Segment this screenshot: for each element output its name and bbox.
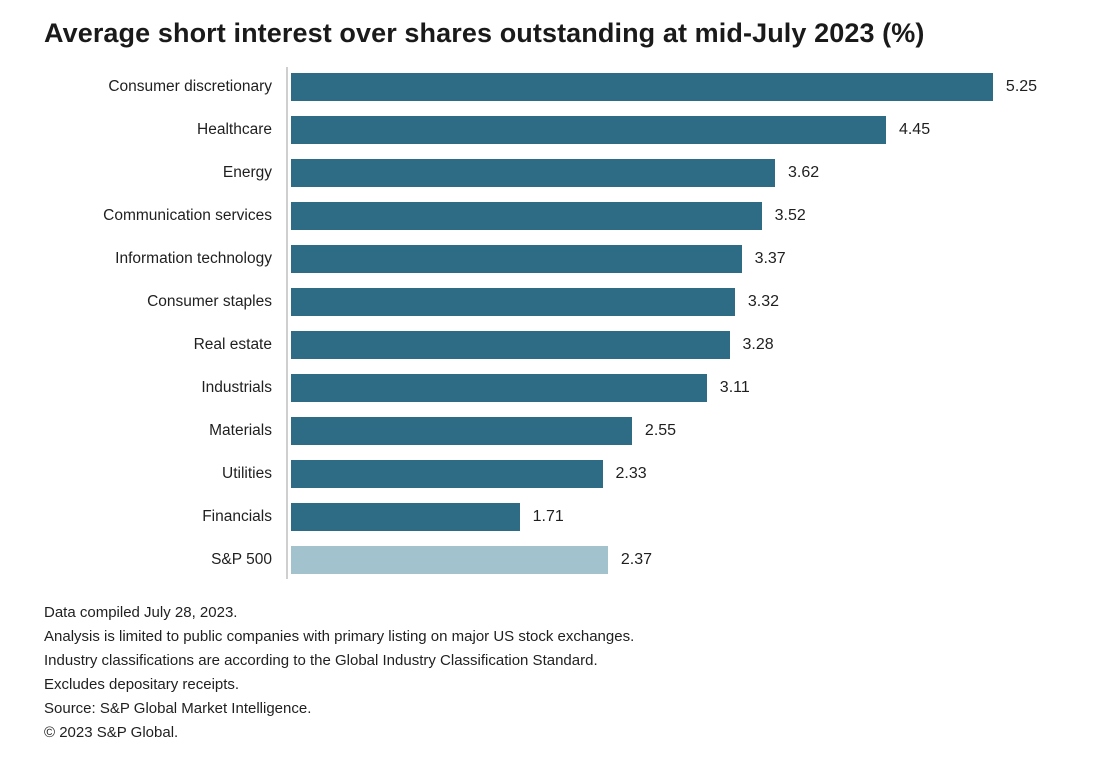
- bar-row: Healthcare 4.45: [44, 108, 1074, 151]
- bar: [291, 201, 762, 230]
- bar-row: Financials 1.71: [44, 495, 1074, 538]
- footnote-excludes: Excludes depositary receipts.: [44, 676, 240, 693]
- category-label: Healthcare: [197, 120, 272, 138]
- value-label: 3.11: [719, 378, 750, 396]
- value-label: 4.45: [898, 120, 931, 138]
- footnote-compiled: Data compiled July 28, 2023.: [44, 604, 238, 621]
- value-label: 3.62: [787, 163, 820, 181]
- value-label: 3.52: [774, 206, 806, 224]
- category-label: Industrials: [201, 378, 272, 396]
- category-label: Financials: [202, 507, 272, 525]
- category-label: Utilities: [222, 464, 272, 482]
- value-label: 2.55: [644, 421, 677, 439]
- bar: [291, 158, 775, 187]
- bar: [291, 459, 603, 488]
- bar: [291, 373, 707, 402]
- bar-track: 4.45: [288, 115, 1074, 144]
- bar-track: 1.71: [288, 502, 1074, 531]
- bar: [291, 416, 632, 445]
- footnote-analysis: Analysis is limited to public companies …: [44, 628, 635, 645]
- bar-track: 2.55: [288, 416, 1074, 445]
- bar: [291, 330, 730, 359]
- footnote-copyright: © 2023 S&P Global.: [44, 724, 179, 741]
- bar: [291, 244, 742, 273]
- value-label: 1.71: [532, 507, 564, 525]
- category-label: Consumer staples: [147, 292, 272, 310]
- bar-row: Materials 2.55: [44, 409, 1074, 452]
- category-label: Information technology: [115, 249, 272, 267]
- value-label: 3.28: [742, 335, 774, 353]
- bar-track: 3.28: [288, 330, 1074, 359]
- value-label: 2.33: [615, 464, 647, 482]
- bar-track: 3.32: [288, 287, 1074, 316]
- bar-track: 3.11: [288, 373, 1074, 402]
- bar: [291, 115, 886, 144]
- footnote-classification: Industry classifications are according t…: [44, 652, 598, 669]
- bar-row: Utilities 2.33: [44, 452, 1074, 495]
- bar-track: 3.62: [288, 158, 1074, 187]
- category-label: S&P 500: [211, 550, 272, 568]
- bar-track: 3.37: [288, 244, 1074, 273]
- value-label: 3.37: [754, 249, 786, 267]
- category-label: Real estate: [193, 335, 272, 353]
- category-label: Communication services: [103, 206, 272, 224]
- bar-rows: Consumer discretionary 5.25 Healthcare 4…: [44, 65, 1074, 581]
- chart-title: Average short interest over shares outst…: [44, 18, 925, 48]
- category-label: Consumer discretionary: [108, 77, 272, 95]
- bar-row: Consumer discretionary 5.25: [44, 65, 1074, 108]
- bar-row: Consumer staples 3.32: [44, 280, 1074, 323]
- bar-chart: Consumer discretionary 5.25 Healthcare 4…: [44, 65, 1074, 581]
- bar: [291, 287, 735, 316]
- value-label: 5.25: [1005, 77, 1038, 95]
- bar-row: Communication services 3.52: [44, 194, 1074, 237]
- bar: [291, 72, 993, 101]
- bar-row: Information technology 3.37: [44, 237, 1074, 280]
- bar-track: 2.33: [288, 459, 1074, 488]
- bar-row: Real estate 3.28: [44, 323, 1074, 366]
- bar-track: 5.25: [288, 72, 1074, 101]
- footnote-source: Source: S&P Global Market Intelligence.: [44, 700, 312, 717]
- bar: [291, 545, 608, 574]
- bar-row: Energy 3.62: [44, 151, 1074, 194]
- bar-track: 2.37: [288, 545, 1074, 574]
- category-label: Materials: [209, 421, 272, 439]
- bar: [291, 502, 520, 531]
- bar-track: 3.52: [288, 201, 1074, 230]
- bar-row: Industrials 3.11: [44, 366, 1074, 409]
- value-label: 3.32: [747, 292, 780, 310]
- bar-row: S&P 500 2.37: [44, 538, 1074, 581]
- footnotes: Data compiled July 28, 2023. Analysis is…: [44, 601, 1074, 745]
- value-label: 2.37: [620, 550, 652, 568]
- y-axis-line: [286, 67, 288, 579]
- category-label: Energy: [222, 163, 272, 181]
